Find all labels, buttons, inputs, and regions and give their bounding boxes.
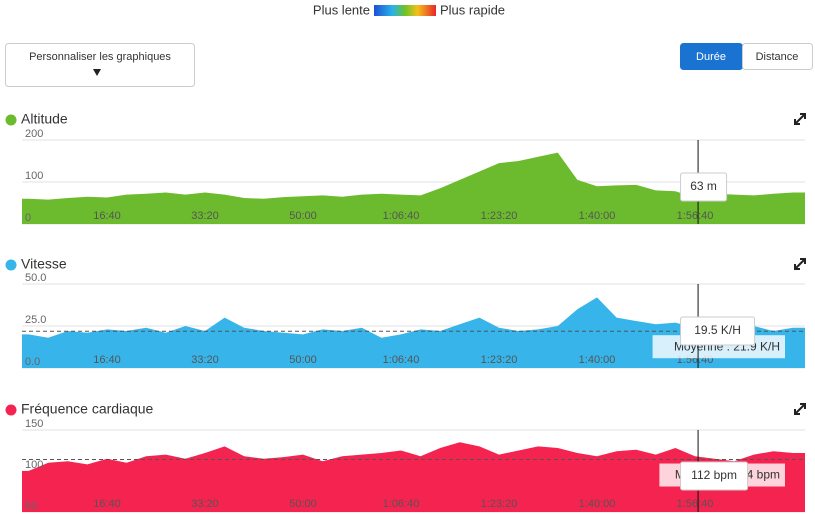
tooltip-label: 112 bpm [691,468,737,482]
x-tick-label: 16:40 [93,210,121,222]
expand-icon[interactable] [794,113,806,125]
customize-label: Personnaliser les graphiques [29,51,171,63]
expand-icon[interactable] [794,258,806,270]
area [22,152,805,224]
tooltip-box [680,461,749,491]
y-tick-label: 200 [25,128,43,140]
tooltip-label: 63 m [690,179,717,193]
y-tick-label: 100 [25,170,43,182]
x-tick-label: 1:56:40 [677,498,714,510]
series-dot [5,259,17,271]
y-tick-label: 50 [25,500,37,512]
x-tick-label: 16:40 [93,498,121,510]
area [22,297,805,368]
x-tick-label: 1:06:40 [383,498,420,510]
x-tick-label: 50:00 [289,354,317,366]
duration-label: Durée [696,51,726,63]
tooltip-box [680,172,728,202]
chart-title: Altitude [21,111,68,127]
y-tick-label: 0.0 [25,356,40,368]
y-tick-label: 150 [25,418,43,430]
legend-gradient [374,5,436,16]
x-tick-label: 33:20 [191,354,219,366]
distance-toggle[interactable] [742,43,813,70]
legend-fast: Plus rapide [440,2,505,17]
dropdown-arrow [93,69,101,76]
chart-title: Fréquence cardiaque [21,401,154,417]
tooltip-box [680,316,756,346]
x-tick-label: 33:20 [191,498,219,510]
series-dot [5,114,17,126]
x-tick-label: 1:40:00 [579,498,616,510]
legend-slow: Plus lente [313,2,370,17]
y-tick-label: 50.0 [25,272,46,284]
series-dot [5,404,17,416]
x-tick-label: 50:00 [289,498,317,510]
x-tick-label: 1:06:40 [383,354,420,366]
customize-button[interactable] [5,43,195,87]
x-tick-label: 33:20 [191,210,219,222]
y-tick-label: 0 [25,212,31,224]
chart-title: Vitesse [21,256,67,272]
x-tick-label: 1:23:20 [481,210,518,222]
expand-icon[interactable] [794,403,806,415]
area [22,442,805,512]
x-tick-label: 1:06:40 [383,210,420,222]
x-tick-label: 1:40:00 [579,354,616,366]
x-tick-label: 16:40 [93,354,121,366]
x-tick-label: 1:23:20 [481,498,518,510]
x-tick-label: 1:56:40 [677,210,714,222]
y-tick-label: 25.0 [25,314,46,326]
y-tick-label: 100 [25,459,43,471]
x-tick-label: 1:40:00 [579,210,616,222]
distance-label: Distance [756,51,799,63]
x-tick-label: 1:23:20 [481,354,518,366]
tooltip-label: 19.5 K/H [694,323,741,337]
x-tick-label: 50:00 [289,210,317,222]
